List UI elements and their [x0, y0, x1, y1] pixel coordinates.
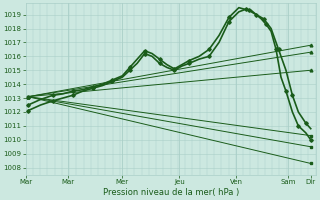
X-axis label: Pression niveau de la mer( hPa ): Pression niveau de la mer( hPa ): [102, 188, 239, 197]
